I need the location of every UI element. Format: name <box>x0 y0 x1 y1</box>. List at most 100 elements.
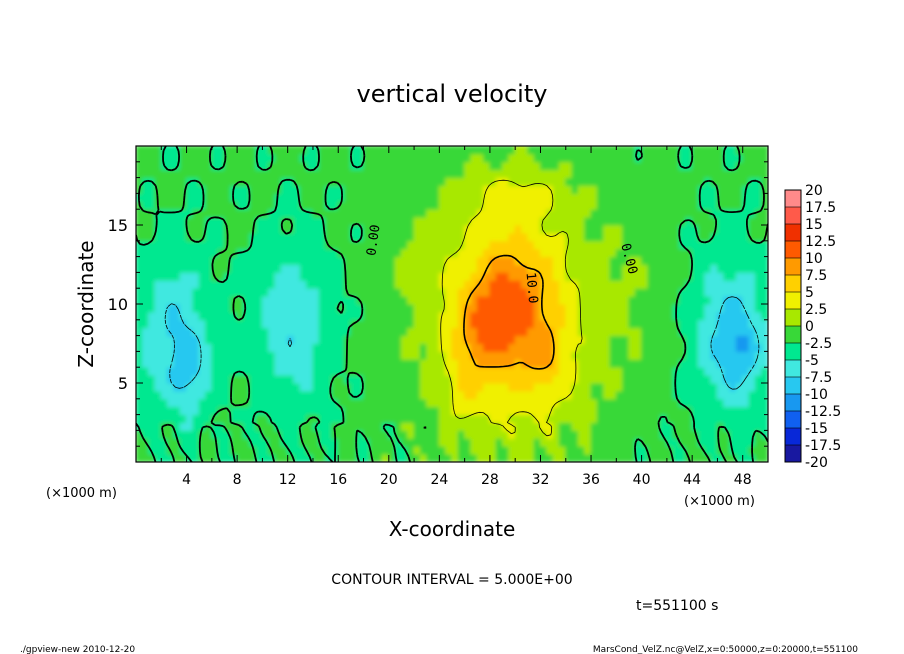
field-cell <box>653 224 662 234</box>
field-cell <box>337 264 346 273</box>
field-cell <box>293 295 301 305</box>
contour-line-0 <box>136 146 768 462</box>
field-cell <box>205 445 213 455</box>
field-cell <box>173 248 181 258</box>
field-cell <box>495 319 504 329</box>
field-cell <box>205 169 213 179</box>
field-cell <box>710 192 718 202</box>
field-cell <box>451 422 459 431</box>
field-cell <box>672 271 681 281</box>
field-cell <box>679 216 687 226</box>
field-cell <box>489 146 497 155</box>
field-cell <box>154 350 162 360</box>
field-cell <box>647 169 655 179</box>
field-cell <box>546 264 554 273</box>
field-cell <box>400 224 409 234</box>
field-cell <box>413 374 421 384</box>
field-cell <box>641 398 649 408</box>
field-cell <box>539 350 548 360</box>
field-cell <box>148 429 156 439</box>
field-cell <box>394 287 402 297</box>
field-cell <box>438 406 447 416</box>
field-cell <box>609 169 617 179</box>
field-cell <box>716 303 725 313</box>
field-cell <box>312 256 320 265</box>
field-cell <box>634 335 643 344</box>
field-cell <box>337 445 346 455</box>
field-cell <box>388 256 396 265</box>
field-cell <box>710 200 718 210</box>
field-cell <box>558 208 567 218</box>
field-cell <box>596 398 605 408</box>
field-cell <box>419 366 428 376</box>
field-cell <box>489 248 497 258</box>
field-cell <box>375 146 383 155</box>
field-cell <box>704 295 712 305</box>
field-cell <box>464 161 472 171</box>
field-cell <box>723 437 731 447</box>
field-cell <box>306 398 314 408</box>
field-cell <box>318 350 327 360</box>
field-cell <box>280 422 289 431</box>
field-cell <box>470 414 478 423</box>
field-cell <box>268 232 276 242</box>
field-cell <box>375 177 383 186</box>
field-cell <box>571 358 579 368</box>
field-cell <box>186 287 194 297</box>
field-cell <box>394 232 402 242</box>
field-cell <box>356 382 365 392</box>
field-cell <box>691 319 699 329</box>
field-cell <box>514 192 523 202</box>
field-cell <box>546 208 554 218</box>
field-cell <box>312 279 320 289</box>
field-cell <box>287 279 295 289</box>
field-cell <box>571 343 579 352</box>
field-cell <box>268 453 276 462</box>
field-cell <box>685 295 693 305</box>
field-cell <box>356 271 365 281</box>
field-cell <box>742 406 750 416</box>
field-cell <box>223 445 232 455</box>
field-cell <box>729 295 737 305</box>
field-cell <box>457 327 466 337</box>
field-cell <box>167 319 175 329</box>
field-cell <box>622 224 630 234</box>
field-cell <box>217 200 225 210</box>
field-cell <box>748 406 756 416</box>
field-cell <box>754 398 763 408</box>
field-cell <box>615 374 624 384</box>
x-tick-label: 32 <box>532 472 550 488</box>
field-cell <box>363 146 371 155</box>
field-cell <box>173 453 181 462</box>
field-cell <box>647 406 655 416</box>
field-cell <box>394 271 402 281</box>
field-cell <box>306 406 314 416</box>
field-cell <box>388 453 396 462</box>
field-cell <box>464 169 472 179</box>
field-cell <box>546 153 554 163</box>
field-cell <box>394 453 402 462</box>
field-cell <box>666 240 674 250</box>
field-cell <box>261 327 270 337</box>
field-cell <box>729 185 737 194</box>
field-cell <box>205 287 213 297</box>
field-cell <box>634 358 643 368</box>
field-cell <box>299 437 308 447</box>
field-cell <box>388 185 396 194</box>
field-cell <box>502 374 510 384</box>
field-cell <box>653 200 662 210</box>
field-cell <box>609 287 617 297</box>
field-cell <box>325 248 333 258</box>
field-cell <box>679 192 687 202</box>
field-cell <box>375 303 383 313</box>
field-cell <box>539 437 548 447</box>
field-cell <box>761 295 768 305</box>
field-cell <box>761 350 768 360</box>
field-cell <box>192 390 200 400</box>
field-cell <box>476 161 485 171</box>
field-cell <box>445 358 453 368</box>
field-cell <box>274 453 282 462</box>
field-cell <box>381 185 390 194</box>
field-cell <box>363 398 371 408</box>
field-cell <box>432 287 440 297</box>
